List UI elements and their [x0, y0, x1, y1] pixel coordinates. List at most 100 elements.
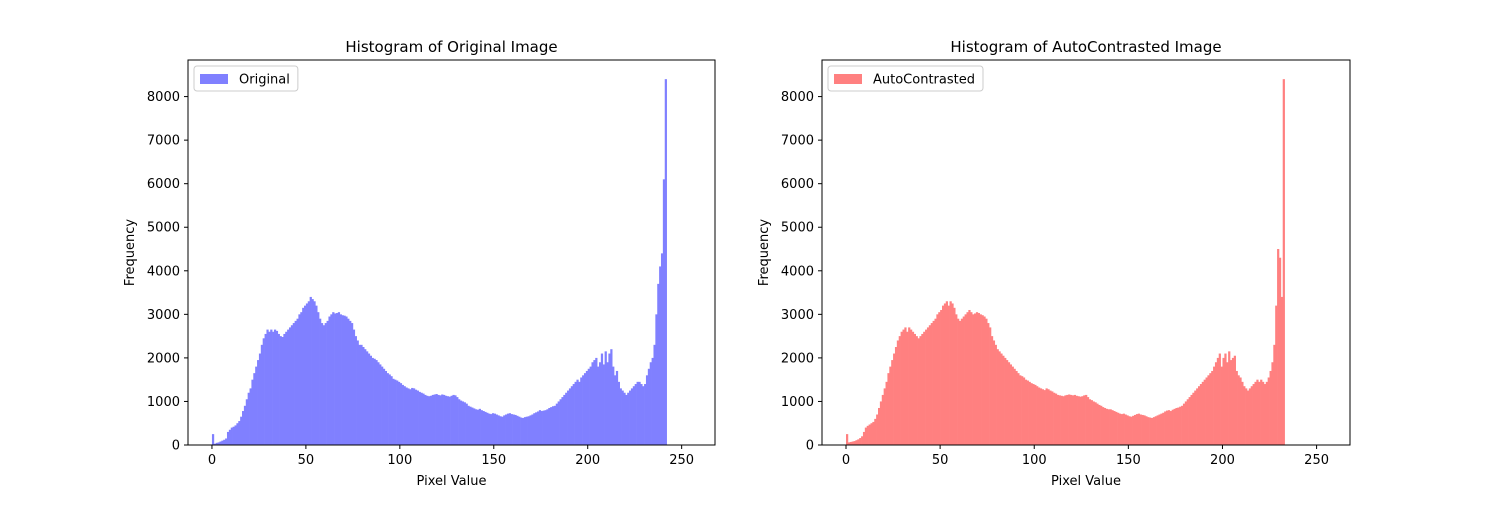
histogram-bar: [1073, 394, 1076, 445]
histogram-bar: [268, 331, 271, 445]
histogram-bar: [270, 329, 273, 445]
histogram-bar: [636, 381, 639, 445]
histogram-bar: [868, 424, 871, 445]
histogram-bar: [373, 358, 376, 445]
y-tick-label: 3000: [781, 308, 814, 323]
histogram-bar: [1224, 353, 1227, 445]
histogram-bar: [974, 313, 977, 445]
histogram-bar: [529, 415, 532, 445]
histogram-bar: [1109, 409, 1112, 445]
histogram-bar: [396, 380, 399, 445]
histogram-bar: [597, 366, 600, 445]
histogram-bar: [1118, 413, 1122, 445]
histogram-bar: [392, 378, 395, 445]
histogram-bar: [521, 418, 525, 445]
histogram-bar: [249, 388, 252, 445]
histogram-bar: [1164, 411, 1167, 445]
histogram-bar: [443, 394, 446, 445]
histogram-bar: [484, 411, 487, 445]
histogram-bar: [885, 381, 888, 445]
histogram-bar: [640, 384, 643, 445]
histogram-bar: [1211, 370, 1214, 445]
histogram-bar: [1009, 364, 1012, 445]
histogram-bar: [966, 312, 969, 445]
histogram-bar: [272, 331, 275, 445]
histogram-bar: [1054, 393, 1058, 445]
histogram-bar: [514, 414, 517, 445]
histogram-bar: [542, 410, 545, 445]
histogram-bar: [968, 309, 971, 445]
histogram-bar: [456, 397, 459, 445]
histogram-bar: [332, 312, 335, 445]
histogram-bar: [910, 329, 913, 445]
histogram-bar: [362, 347, 365, 445]
histogram-bar: [503, 415, 506, 445]
x-tick-label: 100: [1022, 453, 1047, 468]
histogram-bar: [649, 362, 652, 445]
histogram-bar: [1207, 375, 1210, 445]
histogram-bar: [625, 394, 628, 445]
histogram-bar: [1058, 395, 1061, 445]
x-tick-label: 150: [1116, 453, 1141, 468]
histogram-bar: [598, 362, 602, 445]
histogram-bar: [585, 370, 589, 445]
histogram-bar: [945, 301, 948, 445]
histogram-bar: [638, 381, 641, 445]
y-tick-label: 6000: [781, 177, 814, 192]
histogram-bar: [1199, 384, 1203, 445]
histogram-bar: [444, 395, 448, 445]
histogram-bar: [919, 336, 922, 445]
histogram-bar: [987, 323, 990, 445]
histogram-bar: [1098, 404, 1101, 445]
histogram-bar: [506, 413, 510, 445]
histogram-bar: [1017, 373, 1020, 445]
histogram-bar: [1252, 384, 1255, 445]
histogram-bar: [619, 388, 622, 445]
y-tick-label: 3000: [147, 308, 180, 323]
histogram-bar: [399, 383, 403, 445]
y-tick-label: 1000: [781, 395, 814, 410]
histogram-bar: [302, 307, 305, 445]
histogram-bar: [896, 340, 900, 445]
histogram-bar: [369, 355, 372, 445]
histogram-bar: [476, 409, 480, 445]
histogram-bar: [1235, 370, 1238, 445]
series-0-bars: [211, 79, 667, 445]
histogram-bar: [591, 362, 594, 445]
histogram-bar: [1124, 414, 1127, 445]
histogram-bar: [861, 436, 864, 445]
histogram-bar: [213, 443, 217, 445]
histogram-bar: [921, 333, 924, 445]
histogram-bar: [602, 364, 605, 445]
histogram-bar: [264, 333, 267, 445]
y-tick-label: 2000: [781, 351, 814, 366]
histogram-bar: [287, 329, 290, 445]
histogram-bar: [1041, 389, 1044, 445]
histogram-bar: [1162, 412, 1165, 445]
histogram-bar: [942, 305, 945, 445]
histogram-bar: [347, 318, 350, 445]
histogram-bar: [908, 327, 911, 445]
histogram-bar: [862, 431, 866, 445]
histogram-bar: [211, 434, 215, 445]
histogram-bar: [349, 320, 352, 445]
histogram-bar: [1150, 418, 1154, 445]
histogram-bar: [1132, 415, 1135, 445]
histogram-bar: [1267, 377, 1270, 445]
histogram-bar: [238, 421, 241, 445]
y-tick-label: 4000: [147, 264, 180, 279]
histogram-bar: [367, 353, 371, 445]
histogram-bar: [275, 330, 279, 445]
histogram-bar: [992, 340, 996, 445]
histogram-bar: [960, 318, 964, 445]
histogram-bar: [1134, 414, 1137, 445]
histogram-bar: [273, 329, 277, 445]
histogram-bar: [887, 373, 890, 445]
histogram-bar: [426, 395, 429, 445]
histogram-bar: [1117, 412, 1120, 445]
y-tick-label: 6000: [147, 177, 180, 192]
histogram-bar: [1248, 388, 1252, 445]
histogram-bar: [469, 406, 472, 445]
y-tick-label: 8000: [147, 90, 180, 105]
histogram-bar: [565, 392, 568, 445]
